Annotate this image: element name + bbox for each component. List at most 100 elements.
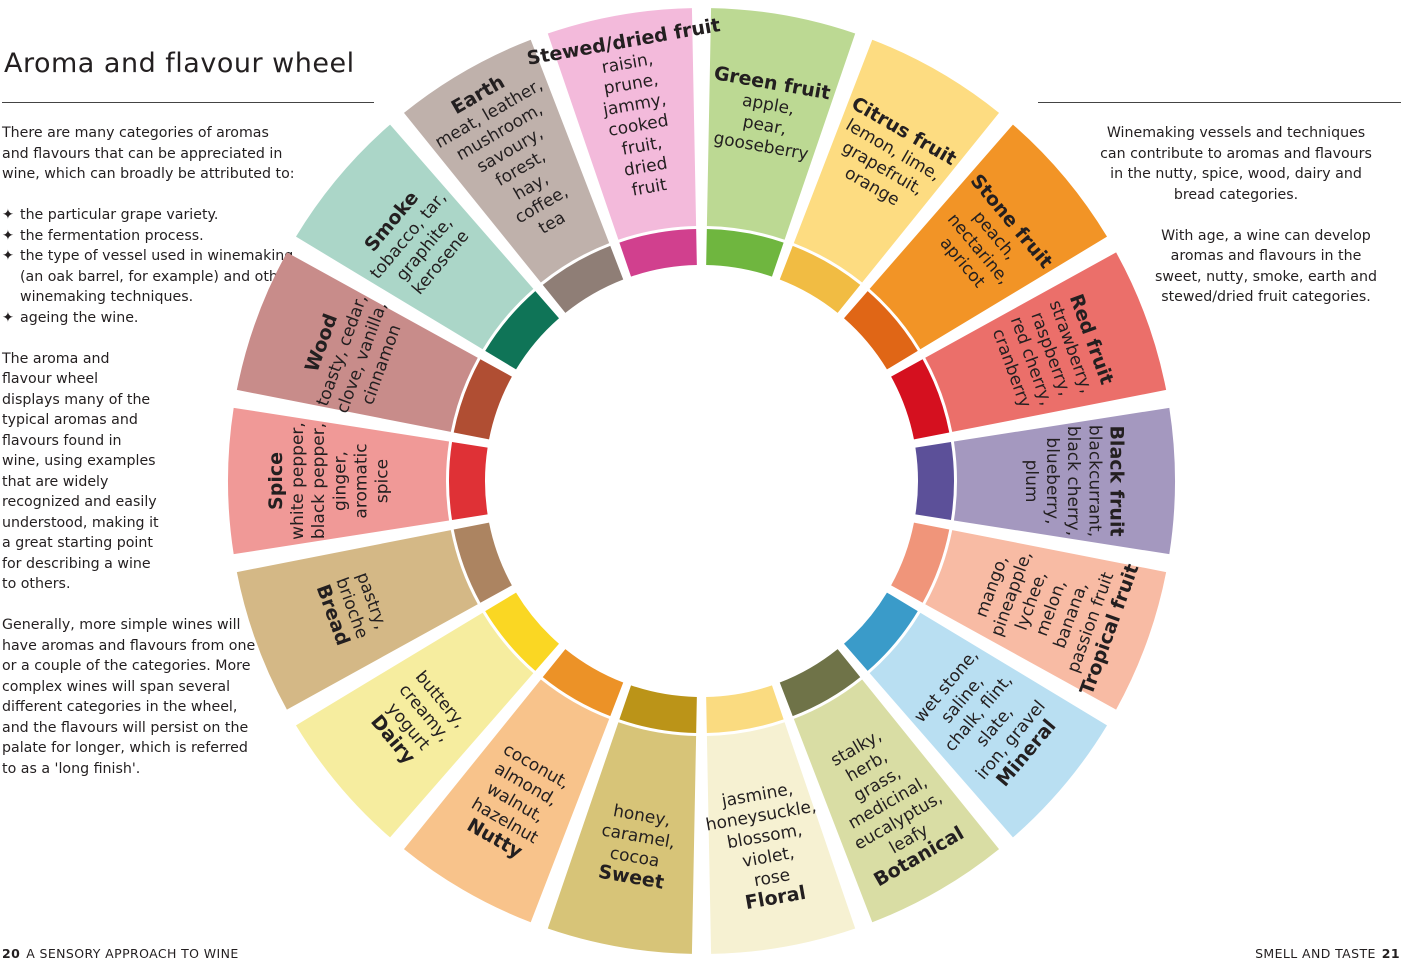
winemaking-paragraph: Winemaking vessels and techniques can co… (1100, 125, 1372, 203)
list-item-text: the particular grape variety. (20, 207, 219, 223)
inner-band-floral (706, 685, 784, 733)
folio-left: 20 A SENSORY APPROACH TO WINE (2, 946, 239, 961)
outer-band-nutty (403, 679, 610, 923)
inner-band-citrus-fruit (779, 245, 861, 313)
left-text-column: There are many categories of aromas and … (2, 123, 297, 800)
list-item-text: the type of vessel used in winemaking (a… (20, 248, 294, 305)
example-text: blueberry, (1042, 437, 1062, 524)
folio-right: SMELL AND TASTE 21 (1255, 946, 1400, 961)
outer-band-black-fruit (953, 407, 1175, 555)
inner-band-black-fruit (915, 442, 954, 520)
outer-band-green-fruit (706, 8, 856, 240)
example-text: ginger, (330, 451, 350, 511)
outer-band-smoke (295, 124, 534, 350)
star-bullet-icon: ✦ (2, 227, 14, 244)
inner-band-botanical (779, 649, 861, 717)
inner-band-bread (453, 522, 512, 603)
inner-band-dairy (485, 592, 560, 671)
category-name: Spice (265, 452, 287, 510)
list-item: ✦ the fermentation process. (2, 226, 297, 247)
example-text: plum (1021, 460, 1041, 503)
list-item-text: ageing the wine. (20, 309, 139, 326)
inner-band-smoke (485, 291, 560, 370)
complexity-paragraph: Generally, more simple wines will have a… (2, 617, 256, 777)
star-bullet-icon: ✦ (2, 207, 14, 223)
example-text: aromatic (351, 443, 371, 518)
star-bullet-icon: ✦ (2, 309, 14, 326)
list-item: ✦ ageing the wine. (2, 308, 297, 329)
list-item: ✦ the particular grape variety. (2, 205, 297, 226)
right-text-column: Winemaking vessels and techniques can co… (1090, 123, 1382, 328)
outer-band-red-fruit (925, 252, 1167, 432)
title-rule-left (2, 102, 374, 103)
segment-floral: jasmine,honeysuckle,blossom,violet,roseF… (704, 685, 856, 954)
segment-spice: Spice white pepper, black pepper, ginger, ar… (227, 407, 488, 555)
outer-band-botanical (793, 679, 1000, 923)
outer-band-mineral (869, 612, 1108, 838)
running-head: A SENSORY APPROACH TO WINE (26, 946, 239, 961)
outer-band-dairy (295, 612, 534, 838)
page-number: 20 (2, 946, 21, 961)
example-text: black pepper, (309, 423, 329, 539)
outer-band-wood (236, 252, 478, 432)
segment-mineral: wet stone,saline,chalk, flint,slate,iron… (843, 592, 1108, 838)
segment-stewed-dried-fruit: Stewed/dried fruitraisin,prune,jammy,coo… (525, 8, 722, 277)
inner-band-mineral (843, 592, 918, 671)
star-bullet-icon: ✦ (2, 248, 14, 264)
inner-band-wood (453, 359, 512, 440)
segment-tropical-fruit: mango,pineapple,lychee,melon,banana,pass… (891, 522, 1167, 710)
inner-band-sweet (619, 685, 697, 733)
inner-band-red-fruit (891, 359, 950, 440)
inner-band-tropical-fruit (891, 522, 950, 603)
title-rule-right (1038, 102, 1401, 103)
label-spice: Spice white pepper, black pepper, ginger, ar… (265, 422, 392, 540)
intro-paragraph: There are many categories of aromas and … (2, 125, 295, 182)
page-title: Aroma and flavour wheel (4, 48, 355, 79)
example-text: white pepper, (288, 422, 308, 540)
inner-band-nutty (542, 649, 624, 717)
example-text: black cherry, (1063, 426, 1083, 536)
outer-band-stewed-dried-fruit (547, 8, 697, 240)
page-number: 21 (1381, 946, 1400, 961)
outer-band-earth (403, 39, 610, 283)
inner-band-stone-fruit (843, 291, 918, 370)
attribution-list: ✦ the particular grape variety. ✦ the ferm… (2, 205, 297, 328)
ageing-paragraph: With age, a wine can develop aromas and … (1155, 227, 1377, 306)
inner-band-spice (449, 442, 488, 520)
running-head: SMELL AND TASTE (1255, 946, 1376, 961)
outer-band-floral (706, 722, 856, 954)
example-text: blackcurrant, (1084, 425, 1104, 537)
outer-band-citrus-fruit (793, 39, 1000, 283)
inner-band-earth (542, 245, 624, 313)
list-item: ✦ the type of vessel used in winemaking (… (2, 246, 297, 308)
wheel-description-paragraph: The aroma and flavour wheel displays man… (2, 350, 159, 593)
inner-band-green-fruit (706, 229, 784, 277)
example-text: spice (372, 459, 392, 503)
list-item-text: the fermentation process. (20, 227, 204, 244)
inner-band-stewed-dried-fruit (619, 229, 697, 277)
category-name: Black fruit (1105, 425, 1127, 536)
outer-band-bread (236, 530, 478, 710)
outer-band-spice (227, 407, 450, 555)
outer-band-stone-fruit (869, 124, 1108, 350)
outer-band-sweet (547, 722, 697, 954)
segment-botanical: stalky,herb,grass,medicinal,eucalyptus,l… (779, 649, 1000, 923)
outer-band-tropical-fruit (925, 530, 1167, 710)
